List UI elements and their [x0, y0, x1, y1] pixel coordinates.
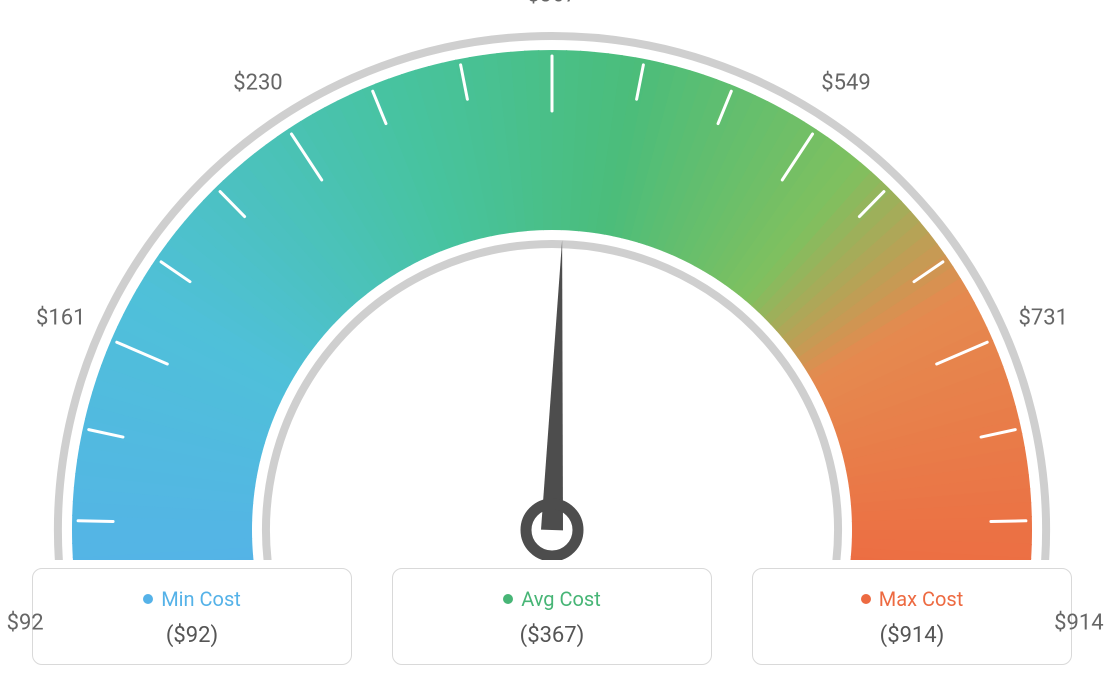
legend-title-min: Min Cost — [143, 587, 241, 611]
legend-value-min: ($92) — [43, 623, 341, 648]
legend-dot-avg — [503, 594, 513, 604]
gauge-tick-label: $914 — [1054, 610, 1103, 635]
legend-row: Min Cost ($92) Avg Cost ($367) Max Cost … — [0, 568, 1104, 665]
gauge-tick-label: $549 — [821, 71, 870, 96]
legend-dot-min — [143, 594, 153, 604]
cost-gauge-chart: $92$161$230$367$549$731$914 — [0, 0, 1104, 560]
legend-card-min: Min Cost ($92) — [32, 568, 352, 665]
legend-label-max: Max Cost — [879, 587, 964, 611]
legend-card-avg: Avg Cost ($367) — [392, 568, 712, 665]
gauge-tick-label: $230 — [233, 71, 282, 96]
legend-value-max: ($914) — [763, 623, 1061, 648]
legend-label-avg: Avg Cost — [521, 587, 601, 611]
legend-card-max: Max Cost ($914) — [752, 568, 1072, 665]
legend-value-avg: ($367) — [403, 623, 701, 648]
gauge-tick-label: $161 — [36, 306, 85, 331]
gauge-tick-label: $92 — [7, 610, 44, 635]
legend-title-avg: Avg Cost — [503, 587, 601, 611]
legend-dot-max — [861, 594, 871, 604]
legend-label-min: Min Cost — [161, 587, 241, 611]
legend-title-max: Max Cost — [861, 587, 964, 611]
gauge-tick-label: $731 — [1018, 306, 1067, 331]
gauge-svg — [0, 0, 1104, 560]
gauge-tick-label: $367 — [527, 0, 576, 8]
